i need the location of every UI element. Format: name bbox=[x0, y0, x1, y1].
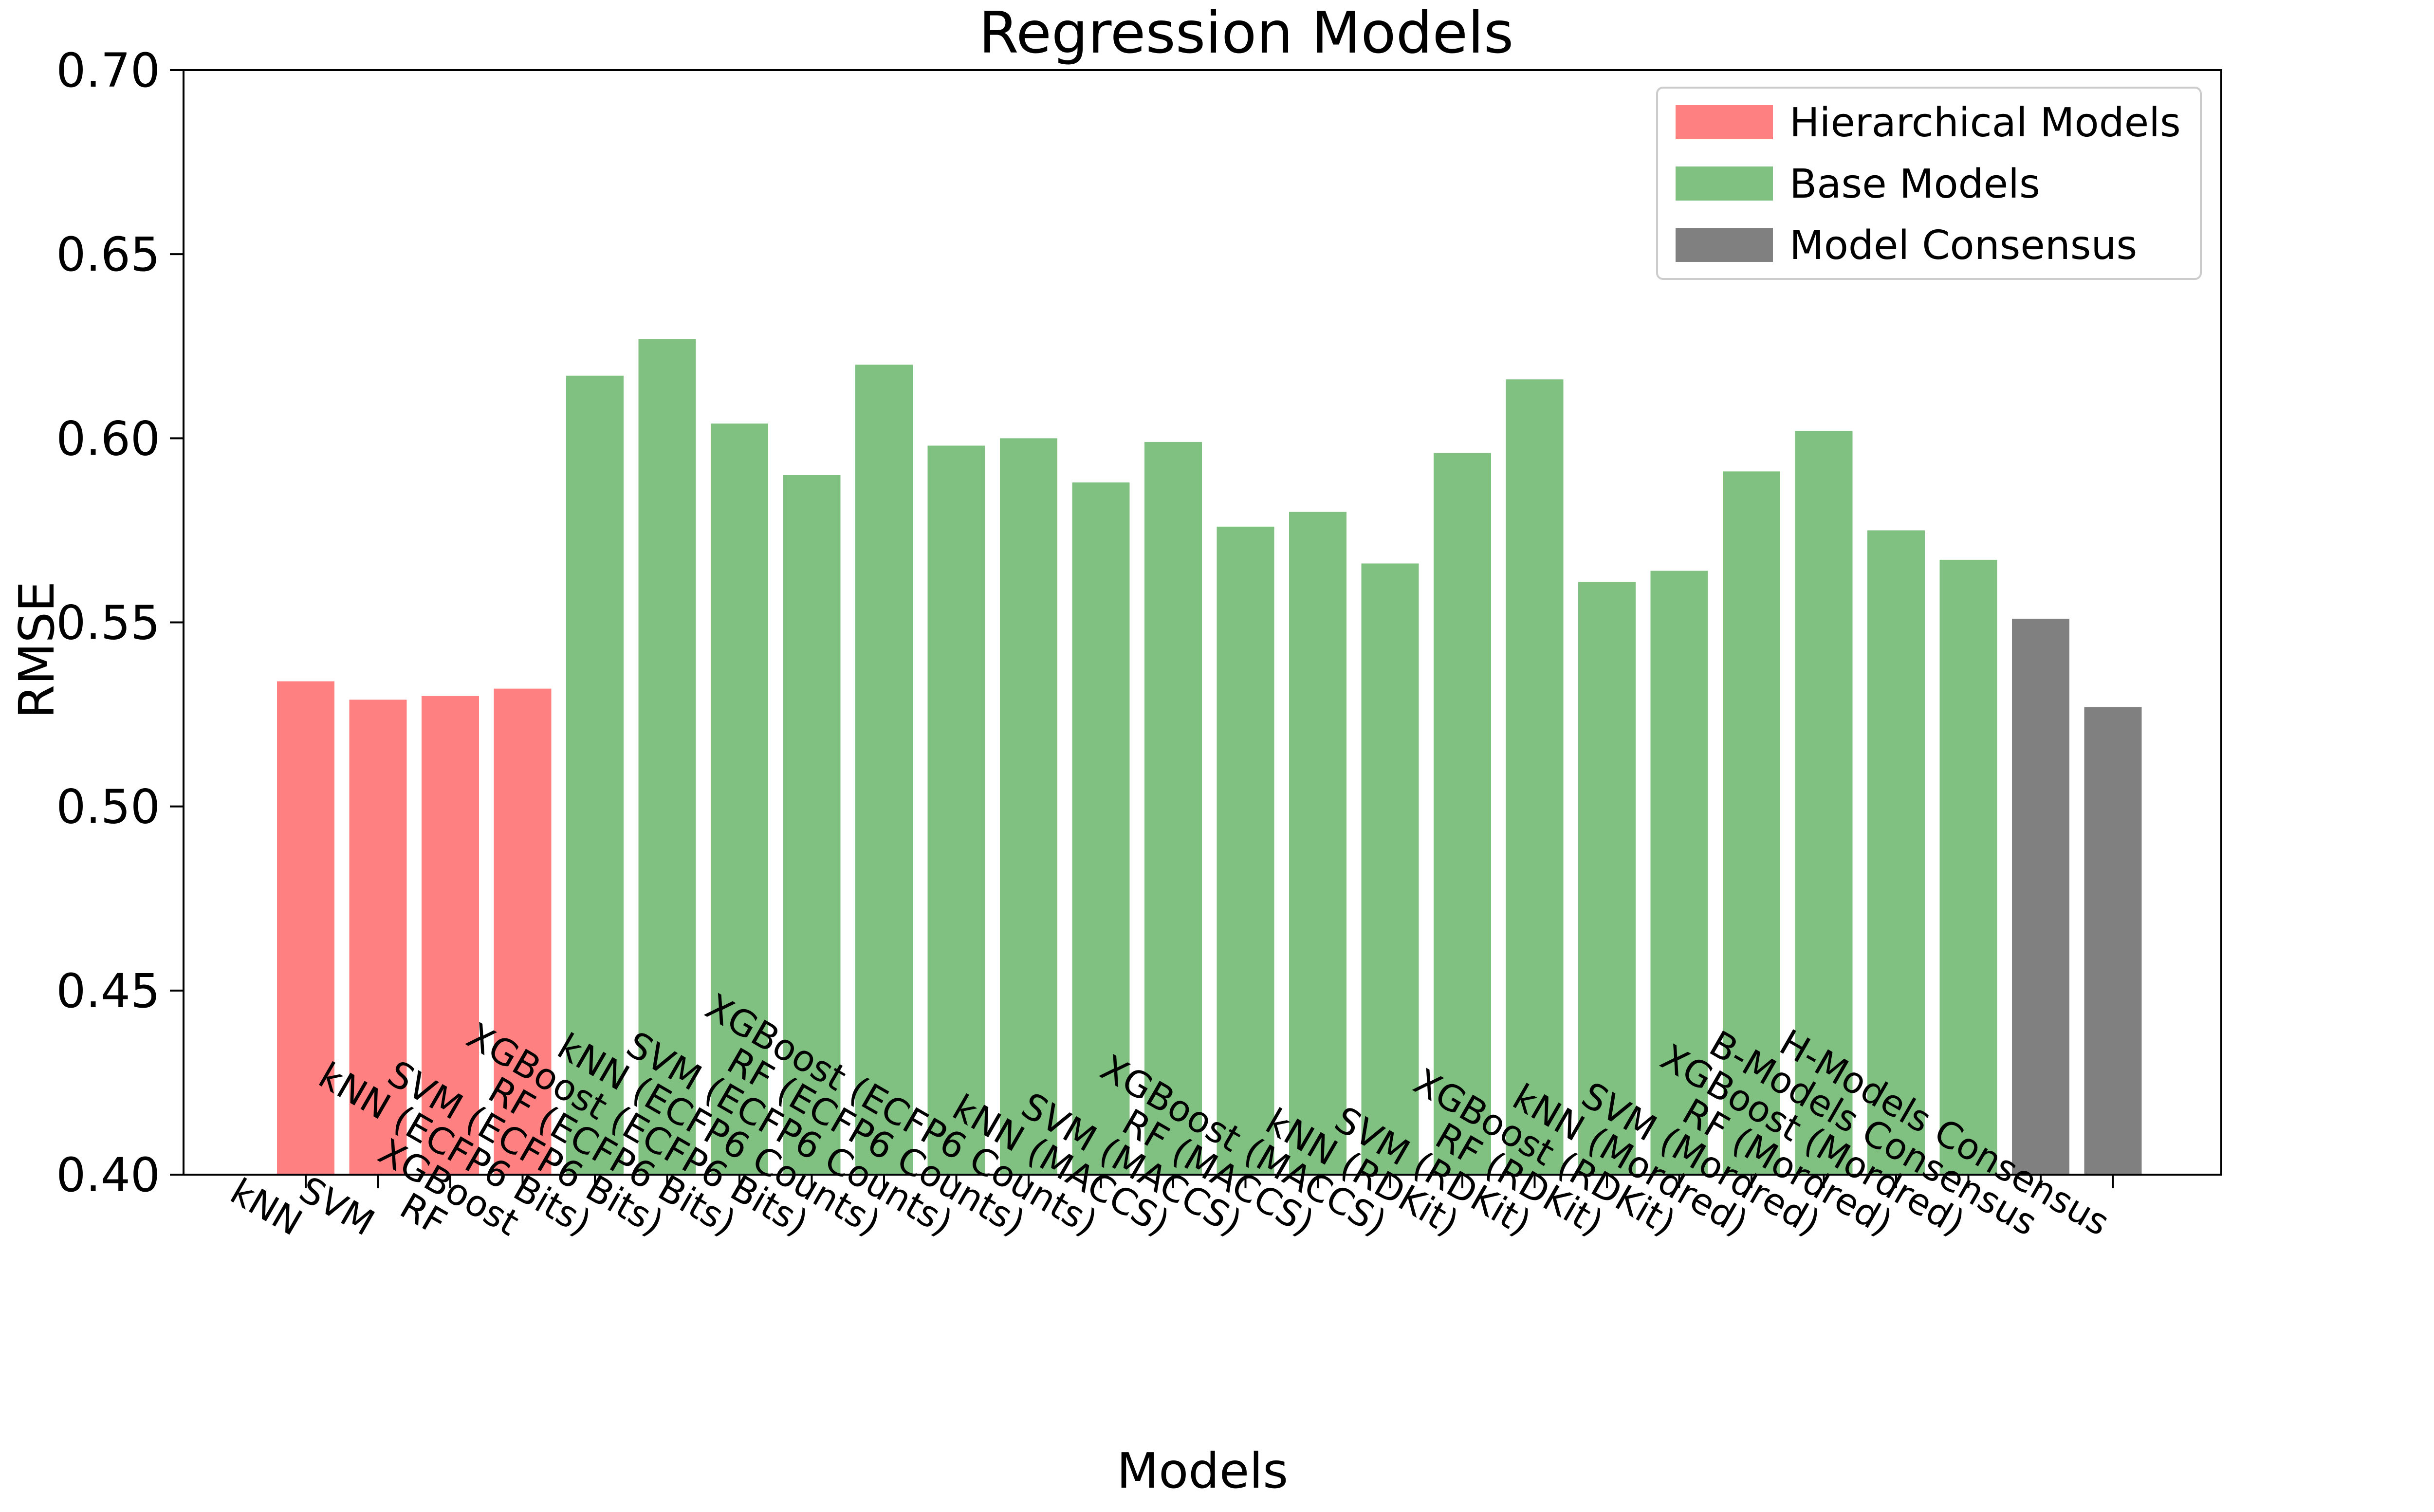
bar-4 bbox=[566, 375, 624, 1175]
bar-21 bbox=[1795, 431, 1853, 1175]
bar-5 bbox=[638, 339, 696, 1175]
legend: Hierarchical Models Base Models Model Cons… bbox=[1656, 87, 2202, 280]
bar-1 bbox=[349, 700, 407, 1175]
legend-swatch bbox=[1676, 228, 1773, 262]
bar-25 bbox=[2084, 707, 2142, 1175]
legend-swatch bbox=[1676, 105, 1773, 139]
plot-frame bbox=[183, 69, 2222, 1176]
legend-label: Model Consensus bbox=[1789, 222, 2137, 269]
bar-12 bbox=[1144, 442, 1202, 1175]
bar-24 bbox=[2012, 618, 2069, 1175]
legend-swatch bbox=[1676, 166, 1773, 201]
legend-label: Base Models bbox=[1789, 161, 2040, 207]
bars bbox=[277, 339, 2142, 1175]
legend-frame bbox=[1656, 87, 2202, 280]
bar-9 bbox=[927, 445, 985, 1175]
bar-0 bbox=[277, 681, 334, 1175]
y-tick-label: 0.45 bbox=[56, 964, 160, 1018]
y-tick-label: 0.70 bbox=[56, 43, 160, 98]
y-tick-label: 0.65 bbox=[56, 227, 160, 282]
bar-23 bbox=[1939, 559, 1997, 1175]
y-tick-label: 0.50 bbox=[56, 780, 160, 834]
y-axis-label: RMSE bbox=[8, 581, 65, 719]
x-axis-label: Models bbox=[1117, 1442, 1288, 1499]
bar-10 bbox=[1000, 438, 1057, 1175]
bar-11 bbox=[1072, 482, 1130, 1175]
bar-19 bbox=[1650, 571, 1708, 1175]
bar-7 bbox=[783, 475, 841, 1175]
legend-label: Hierarchical Models bbox=[1789, 100, 2181, 146]
chart-title: Regression Models bbox=[979, 0, 1514, 66]
y-tick-label: 0.40 bbox=[56, 1148, 160, 1202]
bar-6 bbox=[711, 424, 768, 1175]
bar-18 bbox=[1578, 582, 1636, 1175]
bar-14 bbox=[1289, 512, 1346, 1175]
y-axis-ticks: 0.40 0.45 0.50 0.55 0.60 0.65 0.70 bbox=[56, 43, 184, 1202]
bar-3 bbox=[494, 688, 552, 1175]
bar-8 bbox=[855, 365, 913, 1175]
bar-20 bbox=[1723, 471, 1780, 1175]
bar-17 bbox=[1506, 379, 1564, 1175]
y-tick-label: 0.55 bbox=[56, 596, 160, 650]
bar-22 bbox=[1867, 530, 1925, 1175]
bar-15 bbox=[1361, 563, 1419, 1175]
bar-2 bbox=[422, 696, 479, 1175]
bar-16 bbox=[1434, 453, 1491, 1175]
y-tick-label: 0.60 bbox=[56, 411, 160, 466]
bar-13 bbox=[1217, 526, 1274, 1175]
